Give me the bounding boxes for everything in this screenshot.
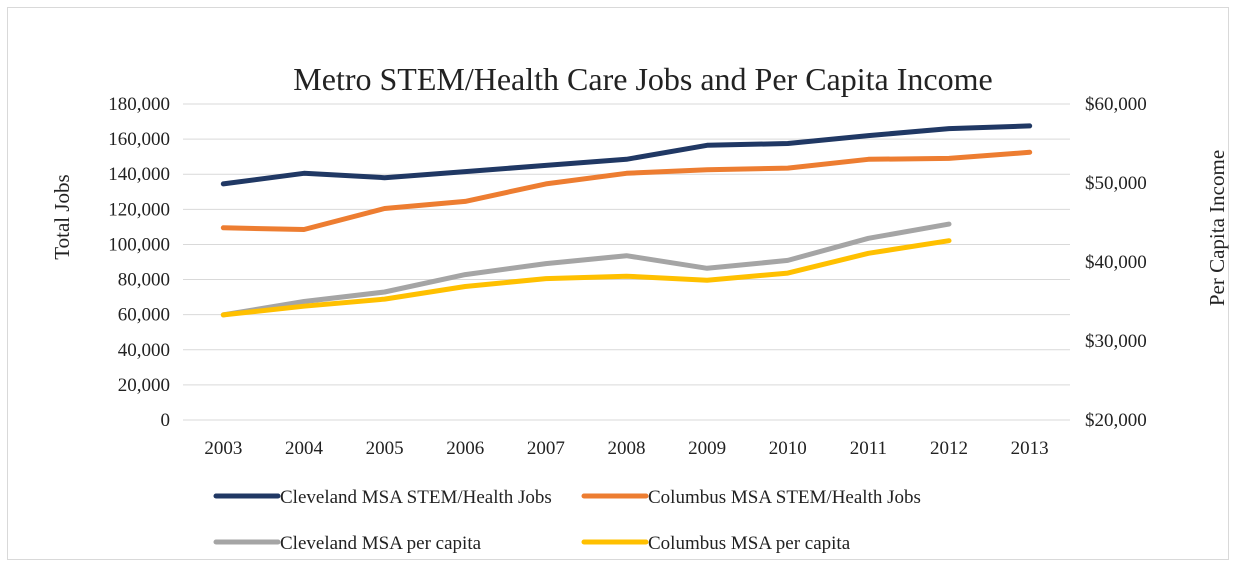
- x-tick-label: 2005: [366, 438, 404, 459]
- x-tick-label: 2012: [930, 438, 968, 459]
- x-tick-label: 2011: [850, 438, 887, 459]
- y-tick-label: 120,000: [108, 199, 170, 220]
- series-line-1: [220, 123, 1033, 187]
- legend-label: Cleveland MSA STEM/Health Jobs: [280, 487, 552, 508]
- y-tick-label: 60,000: [118, 305, 170, 326]
- legend-label: Columbus MSA STEM/Health Jobs: [648, 487, 921, 508]
- y-tick-label: 0: [161, 410, 171, 431]
- y-tick-label: 80,000: [118, 270, 170, 291]
- x-tick-label: 2007: [527, 438, 565, 459]
- legend-item: Columbus MSA STEM/Health Jobs: [581, 487, 921, 508]
- y2-axis-title: Per Capita Income: [1205, 150, 1229, 306]
- x-tick-label: 2013: [1011, 438, 1049, 459]
- chart-title: Metro STEM/Health Care Jobs and Per Capi…: [293, 61, 992, 97]
- y-tick-label: 140,000: [108, 164, 170, 185]
- chart-frame: [7, 7, 1229, 560]
- y-tick-label: 40,000: [118, 340, 170, 361]
- x-tick-label: 2008: [608, 438, 646, 459]
- legend-label: Cleveland MSA per capita: [280, 533, 482, 554]
- legend-item: Columbus MSA per capita: [581, 533, 851, 554]
- y-tick-label: 20,000: [118, 375, 170, 396]
- legend-item: Cleveland MSA STEM/Health Jobs: [213, 487, 552, 508]
- y2-tick-label: $30,000: [1085, 331, 1147, 352]
- series-line-4: [220, 238, 952, 318]
- x-tick-label: 2006: [446, 438, 484, 459]
- y-tick-label: 180,000: [108, 94, 170, 115]
- x-tick-label: 2009: [688, 438, 726, 459]
- x-tick-label: 2010: [769, 438, 807, 459]
- x-tick-label: 2004: [285, 438, 324, 459]
- legend-label: Columbus MSA per capita: [648, 533, 851, 554]
- y2-tick-label: $60,000: [1085, 94, 1147, 115]
- y2-tick-label: $20,000: [1085, 410, 1147, 431]
- y-axis-title: Total Jobs: [50, 174, 74, 259]
- y2-tick-label: $40,000: [1085, 252, 1147, 273]
- x-tick-label: 2003: [204, 438, 242, 459]
- y2-tick-label: $50,000: [1085, 173, 1147, 194]
- series-line-3: [220, 221, 952, 318]
- y-tick-label: 160,000: [108, 129, 170, 150]
- legend-item: Cleveland MSA per capita: [213, 533, 482, 554]
- series-line-2: [220, 149, 1033, 232]
- y-tick-label: 100,000: [108, 234, 170, 255]
